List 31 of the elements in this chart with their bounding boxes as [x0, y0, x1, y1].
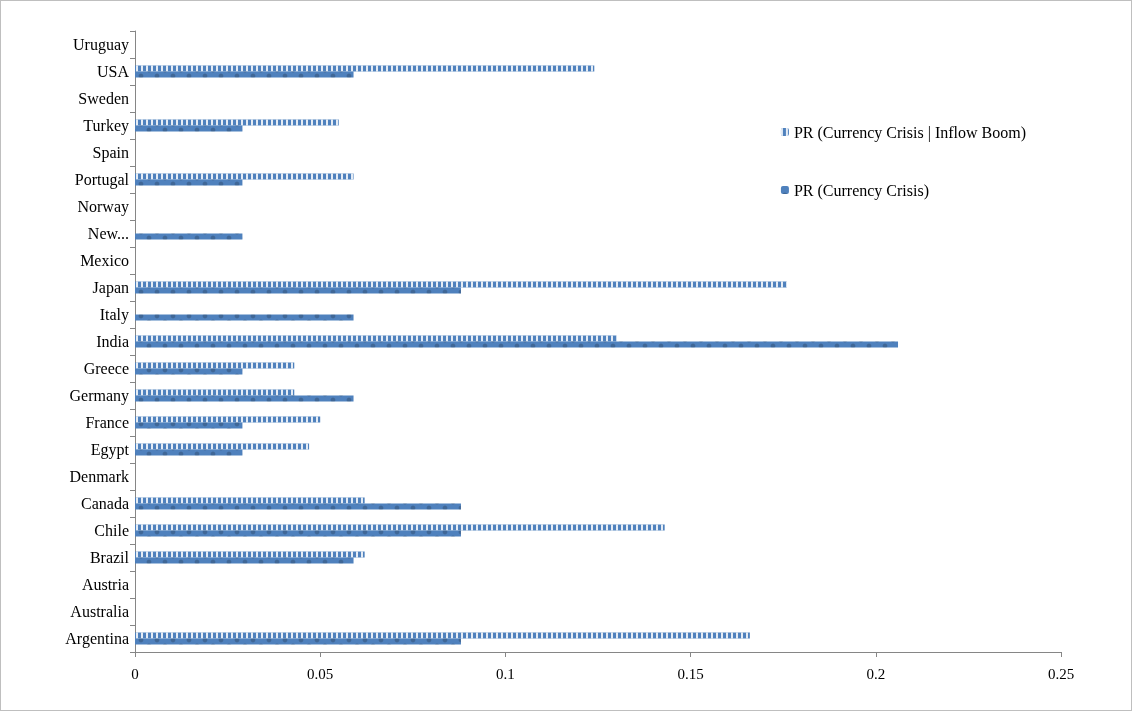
y-tick-label: France: [85, 414, 129, 431]
legend-label: PR (Currency Crisis | Inflow Boom): [793, 123, 1026, 142]
y-tick-label: New...: [87, 225, 129, 242]
y-tick-label: Portugal: [74, 171, 130, 189]
y-tick-label: Egypt: [90, 441, 130, 459]
x-tick-label: 0.05: [307, 665, 334, 682]
x-tick-label: 0.25: [1047, 665, 1075, 682]
y-tick-label: Turkey: [83, 117, 129, 135]
y-tick-label: India: [96, 333, 129, 350]
x-tick-label: 0.2: [866, 665, 886, 682]
y-tick-label: Uruguay: [73, 36, 129, 54]
y-tick-label: Greece: [83, 360, 129, 377]
y-tick-label: Mexico: [80, 252, 129, 269]
y-tick-label: Austria: [81, 576, 129, 593]
y-tick-label: USA: [96, 63, 130, 80]
y-tick-label: Germany: [69, 387, 129, 405]
y-tick-label: Chile: [94, 522, 129, 539]
y-tick-label: Japan: [92, 279, 129, 297]
y-tick-label: Italy: [99, 306, 129, 324]
legend-label: PR (Currency Crisis): [793, 181, 930, 200]
x-tick-label: 0.15: [677, 665, 704, 682]
y-tick-label: Argentina: [65, 630, 129, 648]
x-tick-label: 0.1: [496, 665, 515, 682]
y-tick-label: Canada: [81, 495, 129, 512]
y-tick-label: Norway: [77, 198, 129, 216]
y-tick-label: Spain: [92, 144, 129, 162]
y-tick-label: Australia: [70, 603, 129, 620]
x-tick-label: 0: [131, 665, 139, 682]
y-tick-label: Brazil: [89, 549, 130, 566]
y-tick-label: Sweden: [78, 90, 129, 107]
y-tick-label: Denmark: [69, 468, 129, 485]
